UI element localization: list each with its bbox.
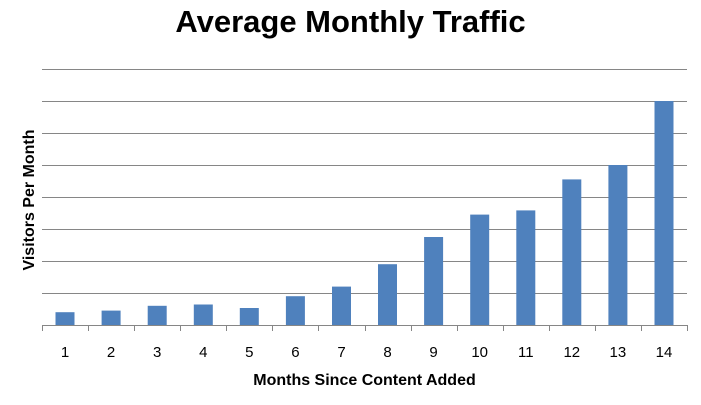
x-axis: 1 2 3 4 5 6 7 8 9 10 11 12 13 14 (42, 325, 688, 361)
x-tick-label: 3 (153, 344, 161, 361)
bar-month-4 (193, 304, 213, 325)
x-tick-label: 4 (199, 344, 207, 361)
gridlines (42, 69, 687, 294)
x-tick-label: 6 (291, 344, 299, 361)
bar-month-1 (55, 312, 75, 325)
bar-month-8 (378, 264, 397, 325)
x-tick-label: 5 (245, 344, 253, 361)
chart-title: Average Monthly Traffic (175, 4, 526, 39)
x-tick-label: 1 (61, 344, 69, 361)
x-tick-label: 11 (518, 344, 534, 361)
bar-month-3 (147, 305, 167, 325)
bar-month-7 (332, 286, 351, 325)
bar-month-6 (285, 296, 305, 325)
x-axis-label: Months Since Content Added (253, 372, 476, 389)
bar-month-14 (654, 101, 674, 325)
bar-month-5 (239, 308, 259, 325)
x-tick-label: 14 (656, 344, 673, 361)
x-tick-label: 2 (107, 344, 115, 361)
bar-month-10 (470, 214, 490, 325)
x-tick-label: 12 (563, 344, 580, 361)
bars (55, 101, 674, 325)
bar-month-9 (424, 237, 444, 325)
x-tick-label: 9 (429, 344, 437, 361)
x-tick-label: 10 (471, 344, 488, 361)
x-tick-label: 7 (337, 344, 345, 361)
bar-month-11 (516, 210, 536, 325)
x-tick-label: 8 (383, 344, 391, 361)
x-tick-label: 13 (610, 344, 627, 361)
bar-month-2 (101, 310, 121, 325)
bar-month-13 (608, 165, 628, 325)
bar-month-12 (562, 179, 582, 325)
